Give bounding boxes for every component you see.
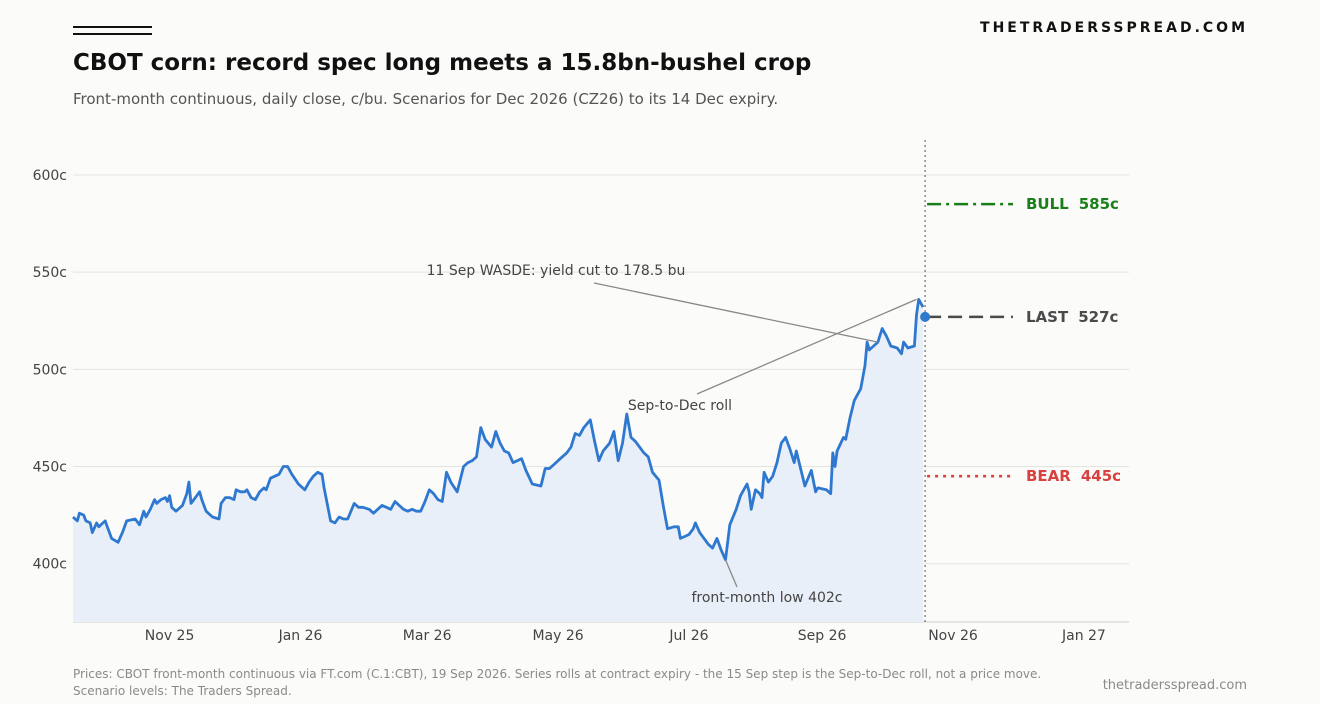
y-tick-label: 450c: [33, 460, 67, 476]
x-tick-label: Nov 25: [145, 628, 195, 644]
x-tick-label: Jul 26: [668, 628, 708, 644]
x-tick-label: Sep 26: [798, 628, 847, 644]
y-tick-label: 500c: [33, 362, 67, 378]
chart-subtitle: Front-month continuous, daily close, c/b…: [73, 90, 779, 108]
scenario-name: BEAR: [1026, 467, 1071, 485]
scenario-label-bull: BULL 585c: [1026, 195, 1119, 213]
x-tick-label: Jan 26: [278, 628, 323, 644]
x-tick-label: Mar 26: [403, 628, 452, 644]
scenario-value: 585c: [1079, 195, 1119, 213]
source-note: Prices: CBOT front-month continuous via …: [73, 667, 1042, 698]
y-tick-label: 600c: [33, 168, 67, 184]
x-tick-label: Jan 27: [1061, 628, 1106, 644]
scenario-label-bear: BEAR 445c: [1026, 467, 1121, 485]
annotation-label: front-month low 402c: [691, 590, 842, 606]
annotation-leader: [696, 298, 917, 395]
scenario-name: BULL: [1026, 195, 1069, 213]
chart-title: CBOT corn: record spec long meets a 15.8…: [73, 50, 812, 76]
last-price-dot: [920, 311, 931, 322]
annotation-leader: [724, 559, 738, 588]
annotation-leader: [593, 282, 879, 343]
scenario-value: 527c: [1078, 308, 1118, 326]
price-area: [73, 299, 923, 622]
footer-credit[interactable]: thetradersspread.com: [1102, 678, 1247, 693]
y-tick-label: 400c: [33, 557, 67, 573]
scenario-label-last: LAST 527c: [1026, 308, 1118, 326]
price-line: [72, 298, 925, 562]
x-tick-label: May 26: [532, 628, 583, 644]
annotation-label: 11 Sep WASDE: yield cut to 178.5 bu: [427, 263, 686, 279]
annotation-label: Sep-to-Dec roll: [628, 398, 732, 414]
x-tick-label: Nov 26: [928, 628, 978, 644]
scenario-name: LAST: [1026, 308, 1069, 326]
site-name[interactable]: THETRADERSSPREAD.COM: [980, 20, 1248, 36]
scenario-value: 445c: [1081, 467, 1121, 485]
header-rule-bottom: [73, 33, 152, 35]
header-rule-top: [73, 26, 152, 28]
y-tick-label: 550c: [33, 265, 67, 281]
